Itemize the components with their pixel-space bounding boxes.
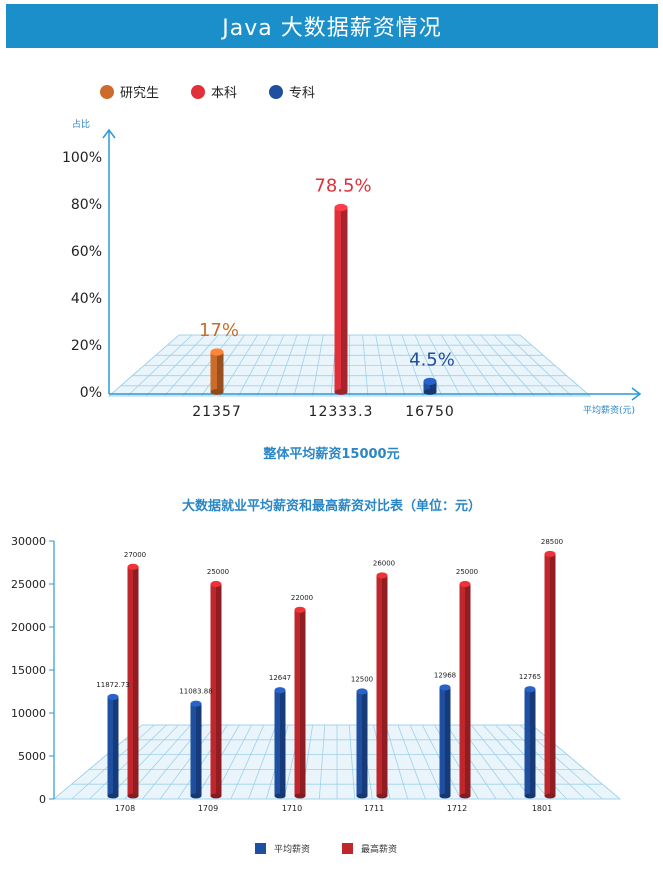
chart2-bar-avg-1801 [524, 686, 536, 799]
chart2-bar-max-1711 [376, 572, 388, 799]
legend-swatch-college [269, 84, 284, 99]
chart2-bar-max-1709 [210, 580, 222, 799]
chart2-bar-max-1801 [544, 550, 556, 799]
chart2-bar-avg-1708 [107, 693, 119, 799]
chart1-legend: 研究生 本科 专科 [100, 82, 347, 101]
chart2-bar-max-1708 [127, 563, 139, 799]
legend-label-college: 专科 [289, 86, 316, 101]
chart2-data-label-avg: 11872.73 [96, 681, 129, 689]
chart1-y-tick-label: 20% [71, 338, 102, 354]
legend-swatch-bachelor [191, 84, 206, 99]
chart1-y-tick-label: 80% [71, 197, 102, 213]
chart1-bar-2 [423, 377, 437, 395]
chart2-y-tick-label: 15000 [11, 664, 46, 677]
chart1-floor-grid [107, 334, 592, 397]
legend-swatch-graduate [100, 84, 114, 99]
legend-item-college: 专科 [269, 82, 315, 101]
chart2-y-tick-label: 10000 [11, 707, 46, 720]
chart2-data-label-avg: 11083.88 [179, 688, 212, 696]
chart2-bar-avg-1709 [190, 700, 202, 799]
chart2-data-label-max: 22000 [291, 594, 313, 602]
chart2-data-label-max: 25000 [207, 568, 229, 576]
legend-label-bachelor: 本科 [211, 86, 238, 101]
chart2-x-tick-label: 1710 [282, 804, 302, 813]
chart2-bar-avg-1711 [356, 688, 368, 799]
chart1-y-tick-label: 40% [71, 291, 102, 307]
chart2-x-tick-label: 1711 [364, 804, 384, 813]
chart1-bar-0 [210, 348, 224, 395]
chart2-y-tick-label: 25000 [11, 578, 46, 591]
legend-swatch-avg [255, 843, 266, 854]
legend-item-max: 最高薪资 [342, 842, 397, 855]
chart1-data-label: 78.5% [314, 176, 371, 197]
chart1-data-label: 17% [199, 320, 239, 341]
chart1-x-tick-label: 16750 [405, 404, 455, 420]
page-title-banner: Java 大数据薪资情况 [6, 4, 658, 48]
chart2-data-label-avg: 12647 [269, 674, 291, 682]
legend-label-max: 最高薪资 [361, 845, 398, 855]
chart1-x-tick-label: 12333.3 [309, 404, 374, 420]
chart2-bar-avg-1710 [274, 687, 286, 799]
chart2-data-label-max: 27000 [124, 551, 146, 559]
chart2-x-tick-label: 1709 [198, 804, 218, 813]
chart2-y-tick-label: 0 [39, 793, 46, 806]
chart2-x-tick-label: 1708 [115, 804, 135, 813]
legend-item-bachelor: 本科 [191, 82, 237, 101]
chart1-x-axis-label: 平均薪资(元) [583, 404, 635, 416]
chart2-data-label-max: 25000 [456, 568, 478, 576]
chart2-y-tick-label: 20000 [11, 621, 46, 634]
legend-label-graduate: 研究生 [120, 86, 160, 101]
chart1-y-tick-label: 0% [80, 385, 102, 401]
chart2-bar-max-1710 [294, 606, 306, 799]
chart1-x-axis-arrow [631, 387, 642, 401]
chart2-data-label-max: 28500 [541, 538, 563, 546]
legend-swatch-max [342, 843, 354, 854]
chart1-y-tick-label: 100% [62, 150, 102, 166]
chart1-x-tick-label: 21357 [192, 404, 242, 420]
chart1-summary: 整体平均薪资15000元 [263, 447, 400, 462]
chart1-data-label: 4.5% [409, 349, 455, 370]
chart2-data-label-avg: 12500 [351, 676, 373, 684]
chart1-y-axis-arrow [102, 128, 116, 139]
legend-item-graduate: 研究生 [100, 82, 159, 101]
chart1-y-axis-label: 占比 [72, 118, 90, 130]
legend-label-avg: 平均薪资 [274, 845, 311, 855]
chart2-x-tick-label: 1712 [447, 804, 467, 813]
chart2-y-tick-label: 5000 [18, 750, 46, 763]
legend-item-avg: 平均薪资 [255, 842, 310, 855]
chart2-x-tick-label: 1801 [532, 804, 552, 813]
chart2-data-label-avg: 12968 [434, 671, 456, 679]
chart2-y-tick-label: 30000 [11, 535, 46, 548]
chart2-title: 大数据就业平均薪资和最高薪资对比表（单位：元） [181, 499, 481, 514]
chart2-data-label-max: 26000 [373, 559, 395, 567]
chart1-y-tick-label: 60% [71, 244, 102, 260]
chart2-data-label-avg: 12765 [519, 673, 541, 681]
chart2-bar-avg-1712 [439, 684, 451, 799]
chart2-bar-max-1712 [459, 580, 471, 799]
chart1-bar-1 [334, 203, 348, 395]
page-title: Java 大数据薪资情况 [222, 16, 442, 41]
chart2-legend: 平均薪资 最高薪资 [255, 842, 429, 855]
